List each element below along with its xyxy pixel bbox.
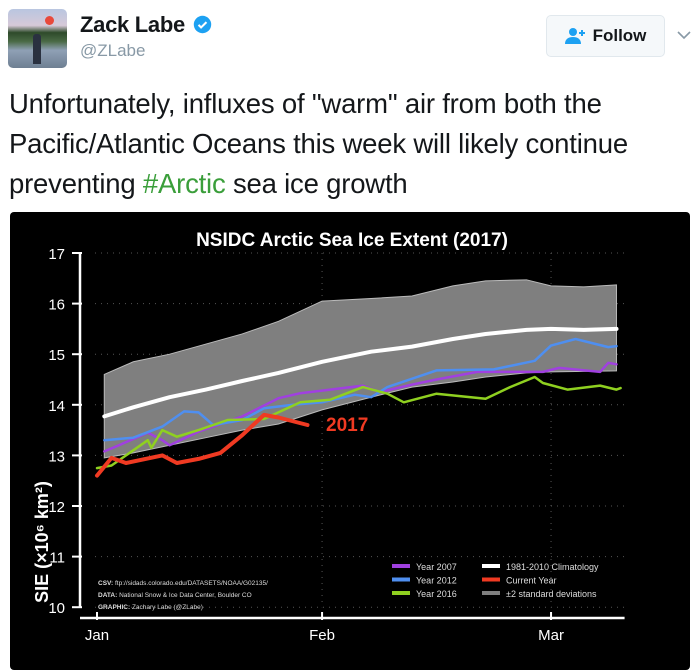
y-tick-label: 10 bbox=[48, 600, 65, 617]
series-1981-2010-climatology bbox=[102, 326, 619, 419]
tweet-text: Unfortunately, influxes of "warm" air fr… bbox=[9, 84, 699, 204]
legend-label: ±2 standard deviations bbox=[506, 589, 597, 599]
verified-badge-icon bbox=[193, 15, 212, 34]
series-current-year bbox=[95, 412, 310, 478]
credit-line: GRAPHIC: Zachary Labe (@ZLabe) bbox=[98, 604, 203, 611]
legend-label: Year 2007 bbox=[416, 562, 457, 572]
annotation-2017: 2017 bbox=[326, 415, 368, 436]
hashtag-link[interactable]: #Arctic bbox=[142, 168, 226, 199]
credit-key: DATA: bbox=[98, 592, 117, 599]
y-tick-label: 12 bbox=[48, 499, 65, 516]
avatar-person bbox=[33, 34, 41, 64]
person-plus-icon bbox=[564, 28, 585, 44]
legend-label: Year 2012 bbox=[416, 576, 457, 586]
credit-text: ftp://sidads.colorado.edu/DATASETS/NOAA/… bbox=[113, 580, 268, 587]
y-tick-label: 17 bbox=[48, 246, 65, 263]
sea-ice-chart: NSIDC Arctic Sea Ice Extent (2017) 2017 … bbox=[32, 230, 629, 644]
y-tick-label: 15 bbox=[48, 347, 65, 364]
legend-swatch bbox=[482, 577, 500, 582]
series-year-2016 bbox=[95, 375, 622, 470]
legend-swatch bbox=[392, 591, 410, 595]
y-tick-label: 11 bbox=[49, 550, 65, 567]
y-tick-label: 16 bbox=[48, 297, 65, 314]
chart-image[interactable]: NSIDC Arctic Sea Ice Extent (2017) 2017 … bbox=[10, 212, 690, 670]
x-tick-label: Mar bbox=[538, 627, 564, 644]
credit-key: CSV: bbox=[98, 580, 113, 587]
credit-text: Zachary Labe (@ZLabe) bbox=[130, 604, 203, 611]
x-tick-label: Jan bbox=[85, 627, 109, 644]
user-handle[interactable]: @ZLabe bbox=[80, 41, 146, 60]
legend-swatch bbox=[392, 577, 410, 582]
series-year-2012 bbox=[103, 337, 618, 442]
legend-label: Current Year bbox=[506, 576, 557, 586]
std-dev-band bbox=[103, 279, 617, 459]
legend-swatch bbox=[392, 564, 410, 568]
x-tick-label: Feb bbox=[309, 627, 335, 644]
series-year-2007 bbox=[103, 361, 618, 453]
legend-label: Year 2016 bbox=[416, 589, 457, 599]
tweet-text-body: Unfortunately, influxes of "warm" air fr… bbox=[9, 88, 628, 199]
y-tick-label: 14 bbox=[48, 398, 65, 415]
legend-swatch bbox=[482, 591, 500, 595]
y-tick-label: 13 bbox=[48, 448, 65, 465]
chevron-down-icon[interactable] bbox=[676, 27, 692, 43]
credit-key: GRAPHIC: bbox=[98, 604, 130, 611]
chart-title: NSIDC Arctic Sea Ice Extent (2017) bbox=[196, 230, 508, 251]
legend-swatch bbox=[482, 564, 500, 568]
follow-label: Follow bbox=[592, 26, 647, 45]
credit-line: DATA: National Snow & Ice Data Center, B… bbox=[98, 592, 252, 599]
credit-text: National Snow & Ice Data Center, Boulder… bbox=[117, 592, 251, 599]
credit-line: CSV: ftp://sidads.colorado.edu/DATASETS/… bbox=[98, 580, 268, 587]
avatar[interactable] bbox=[8, 9, 67, 68]
follow-button[interactable]: Follow bbox=[546, 15, 665, 57]
legend-label: 1981-2010 Climatology bbox=[506, 562, 599, 572]
user-name[interactable]: Zack Labe bbox=[80, 12, 185, 37]
avatar-balloon bbox=[45, 16, 54, 25]
tweet-text-tail: sea ice growth bbox=[225, 168, 408, 199]
y-axis-label: SIE (×10⁶ km²) bbox=[32, 481, 52, 603]
